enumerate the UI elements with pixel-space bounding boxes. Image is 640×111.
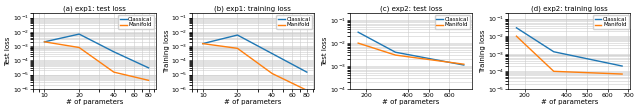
Y-axis label: Training loss: Training loss: [164, 29, 170, 73]
Manifold: [145, 80, 152, 81]
Y-axis label: Test loss: Test loss: [322, 36, 328, 66]
X-axis label: # of parameters: # of parameters: [541, 99, 598, 105]
Legend: Classical, Manifold: Classical, Manifold: [118, 15, 154, 29]
Legend: Classical, Manifold: Classical, Manifold: [435, 15, 470, 29]
Classical: [268, 53, 276, 54]
Classical: [234, 34, 241, 36]
X-axis label: # of parameters: # of parameters: [224, 99, 282, 105]
Manifold: [550, 71, 557, 72]
Classical: [392, 52, 399, 53]
Manifold: [303, 90, 310, 91]
X-axis label: # of parameters: # of parameters: [382, 99, 440, 105]
Line: Manifold: Manifold: [44, 42, 148, 80]
Classical: [40, 41, 48, 43]
Line: Classical: Classical: [358, 32, 464, 65]
Classical: [303, 71, 310, 73]
Line: Classical: Classical: [44, 34, 148, 68]
Y-axis label: Test loss: Test loss: [6, 36, 12, 66]
Manifold: [618, 73, 626, 75]
Manifold: [392, 54, 399, 56]
Line: Manifold: Manifold: [358, 43, 464, 64]
Title: (a) exp1: test loss: (a) exp1: test loss: [63, 6, 126, 12]
Legend: Classical, Manifold: Classical, Manifold: [276, 15, 312, 29]
Classical: [550, 51, 557, 52]
X-axis label: # of parameters: # of parameters: [66, 99, 123, 105]
Line: Classical: Classical: [516, 28, 622, 66]
Classical: [110, 51, 118, 53]
Line: Classical: Classical: [203, 35, 307, 72]
Classical: [199, 43, 207, 44]
Manifold: [460, 63, 468, 65]
Manifold: [40, 41, 48, 43]
Manifold: [110, 71, 118, 73]
Line: Manifold: Manifold: [516, 36, 622, 74]
Classical: [76, 33, 83, 35]
Manifold: [355, 42, 362, 44]
Classical: [355, 32, 362, 33]
Manifold: [513, 36, 520, 37]
Classical: [513, 27, 520, 29]
Manifold: [199, 43, 207, 44]
Legend: Classical, Manifold: Classical, Manifold: [593, 15, 628, 29]
Title: (c) exp2: test loss: (c) exp2: test loss: [380, 6, 442, 12]
Classical: [618, 65, 626, 67]
Manifold: [234, 48, 241, 49]
Title: (b) exp1: training loss: (b) exp1: training loss: [214, 6, 291, 12]
Manifold: [268, 73, 276, 74]
Classical: [145, 67, 152, 68]
Manifold: [76, 47, 83, 48]
Y-axis label: Training loss: Training loss: [481, 29, 486, 73]
Title: (d) exp2: training loss: (d) exp2: training loss: [531, 6, 607, 12]
Classical: [460, 64, 468, 66]
Line: Manifold: Manifold: [203, 44, 307, 90]
